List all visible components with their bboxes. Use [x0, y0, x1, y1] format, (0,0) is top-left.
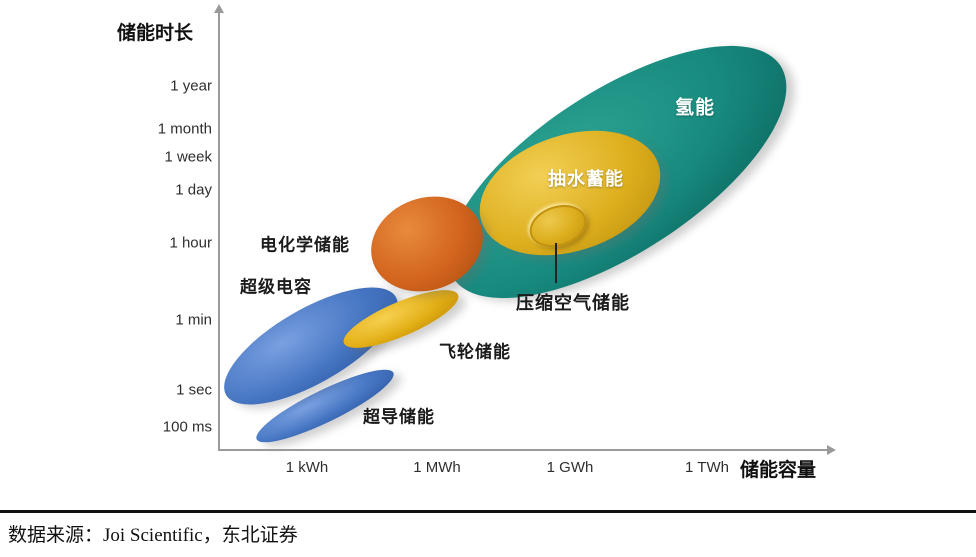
label-supercapacitor: 超级电容 [240, 277, 312, 297]
y-axis-title: 储能时长 [117, 23, 194, 44]
x-tick-label: 1 TWh [685, 459, 729, 476]
y-tick-label: 100 ms [162, 418, 212, 436]
y-tick-label: 1 sec [176, 381, 212, 399]
y-axis-line [218, 12, 220, 450]
label-smes: 超导储能 [363, 407, 435, 427]
x-tick-label: 1 GWh [546, 459, 594, 476]
annotation-line-compressed-air [555, 243, 557, 283]
x-tick-label: 1 kWh [285, 459, 329, 476]
x-axis-arrow-icon [827, 445, 836, 455]
x-axis-title: 储能容量 [740, 460, 817, 481]
x-tick-label: 1 MWh [413, 459, 461, 476]
x-axis-line [218, 449, 828, 451]
y-tick-label: 1 year [170, 77, 212, 95]
y-axis-arrow-icon [214, 4, 224, 13]
data-source-text: 数据来源：Joi Scientific，东北证券 [8, 525, 298, 546]
y-tick-label: 1 week [164, 148, 212, 166]
footer-divider [0, 510, 976, 513]
y-tick-label: 1 min [175, 311, 212, 329]
y-tick-label: 1 hour [169, 234, 212, 252]
y-tick-label: 1 day [175, 181, 212, 199]
label-compressed-air: 压缩空气储能 [516, 293, 630, 313]
label-pumped-hydro: 抽水蓄能 [548, 169, 624, 189]
label-flywheel: 飞轮储能 [439, 342, 511, 362]
label-hydrogen: 氢能 [674, 97, 716, 119]
label-electrochemical: 电化学储能 [260, 235, 350, 255]
y-tick-label: 1 month [157, 120, 212, 138]
